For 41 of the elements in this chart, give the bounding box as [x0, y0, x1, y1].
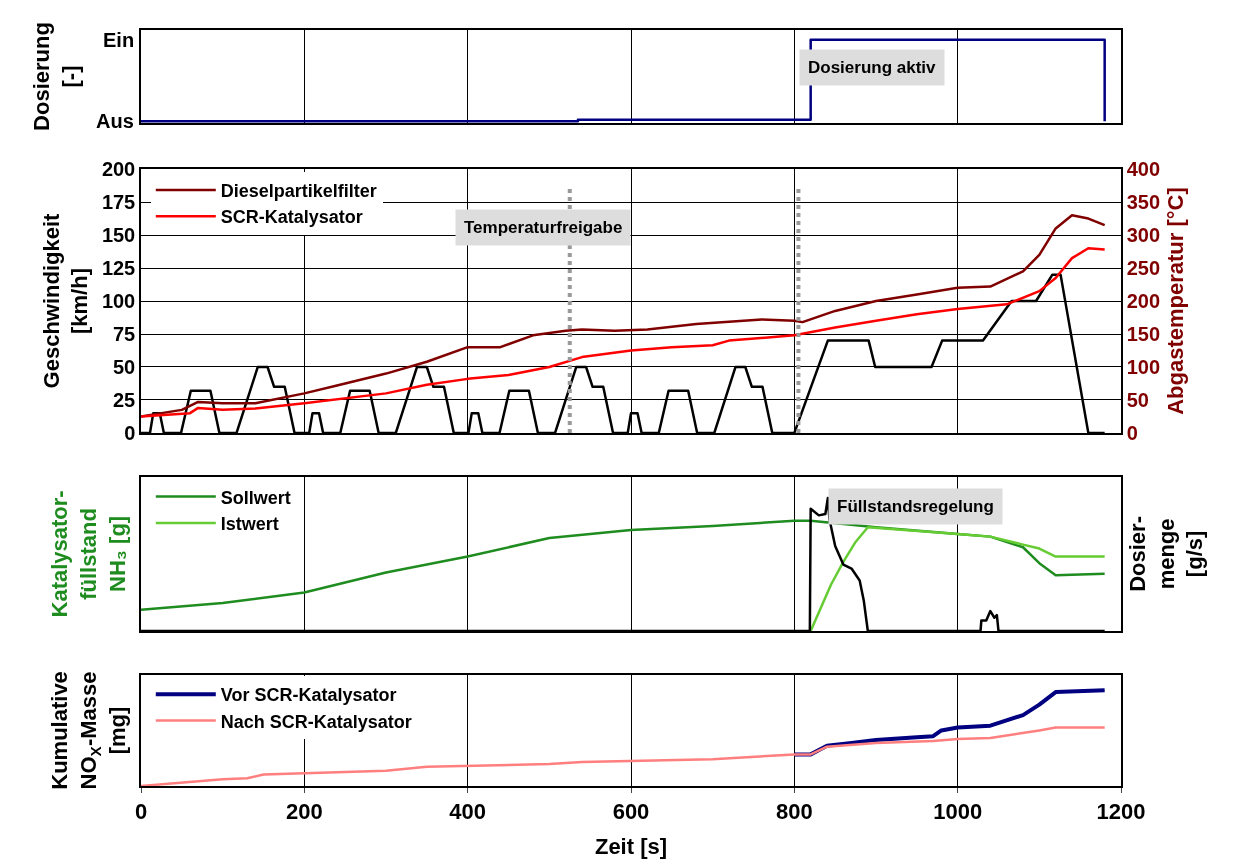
y-tick-label: 75 — [113, 323, 136, 345]
x-tick-label: 800 — [775, 799, 813, 825]
y-tick-label: 50 — [113, 355, 136, 378]
x-tick-label: 1200 — [1096, 799, 1146, 825]
y-tick-label: 200 — [101, 158, 136, 181]
y2-tick-label: 250 — [1126, 257, 1161, 280]
y2-tick-label: 0 — [1126, 421, 1138, 444]
y2-tick-label: 50 — [1126, 388, 1149, 411]
x-axis-title: Zeit [s] — [594, 833, 668, 859]
text: Ein — [103, 29, 135, 51]
y2-tick-label: 400 — [1126, 158, 1161, 181]
annotation: Dosierung aktiv — [808, 58, 937, 77]
legend-label: Nach SCR-Katalysator — [220, 711, 412, 732]
y-tick-label: 175 — [101, 191, 136, 214]
legend-label: Istwert — [220, 513, 279, 534]
y-tick-label: 100 — [101, 290, 136, 313]
text: Füllstandsregelung — [837, 497, 994, 516]
annotation: Temperaturfreigabe — [464, 218, 623, 237]
y-tick-label: 150 — [101, 224, 136, 247]
y-tick-label: 25 — [113, 388, 136, 411]
x-tick-label: 600 — [612, 799, 650, 825]
y2-axis-title: Abgastemperatur [°C] — [1162, 187, 1188, 415]
legend-label: Sollwert — [220, 487, 291, 508]
x-tick-label: 400 — [449, 799, 487, 825]
y2-tick-label: 150 — [1126, 323, 1161, 345]
legend-label: Vor SCR-Katalysator — [220, 685, 397, 706]
y-axis-title: Dosierung [-] — [28, 22, 83, 131]
legend-label: Dieselpartikelfilter — [220, 180, 377, 201]
y2-tick-label: 350 — [1126, 191, 1161, 214]
y2-axis-title: Dosier- menge [g/s] — [1125, 516, 1208, 592]
y-axis-title: Katalysator- füllstand NH₃ [g] — [47, 490, 130, 618]
y2-tick-label: 100 — [1126, 355, 1161, 378]
y-tick-label: 125 — [101, 257, 136, 280]
y2-tick-label: 200 — [1126, 290, 1161, 313]
y2-tick-label: 300 — [1126, 224, 1161, 247]
text: Aus — [96, 110, 134, 132]
legend-label: SCR-Katalysator — [220, 207, 363, 228]
x-tick-label: 200 — [285, 799, 323, 825]
x-tick-label: 1000 — [933, 799, 983, 825]
y-tick-label: 0 — [124, 421, 136, 444]
y-axis-title: Geschwindigkeit [km/h] — [38, 212, 93, 389]
